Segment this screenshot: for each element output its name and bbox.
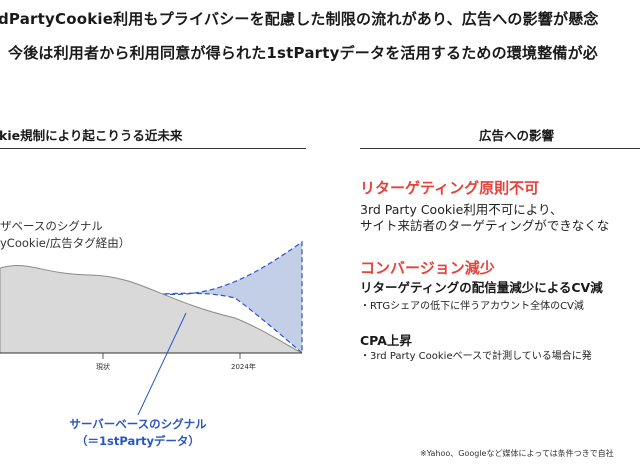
server-signal-area [161, 240, 303, 355]
browser-signal-label-line-1: ザベースのシグナル [0, 219, 103, 233]
footnote: ※Yahoo、Googleなど媒体によっては条件つきで自社 [420, 449, 614, 458]
server-pointer-line [137, 312, 187, 416]
impact-2-bullet: ・RTGシェアの低下に伴うアカウント全体のCV減 [360, 301, 584, 312]
impact-1-line-2: サイト来訪者のターゲティングができなくな [360, 218, 610, 233]
impact-1-heading: リターゲティング原則不可 [360, 179, 540, 197]
browser-signal-area [0, 265, 303, 354]
signal-diagram [0, 240, 303, 416]
impact-1-line-1: 3rd Party Cookie利用不可により、 [360, 202, 563, 217]
tick-2024-label: 2024年 [231, 363, 256, 371]
impact-2-heading: コンバージョン減少 [360, 259, 495, 277]
lead-line-2: 今後は利用者から利用同意が得られた1stPartyデータを活用するための環境整備… [8, 44, 598, 62]
right-section-title: 広告への影響 [479, 128, 555, 143]
impact-3-bullet: ・3rd Party Cookieベースで計測している場合に発 [360, 351, 592, 362]
left-section-rule [0, 148, 306, 149]
browser-signal-label-line-2: yCookie/広告タグ経由） [0, 236, 131, 250]
server-signal-label-line-2: （＝1stPartyデータ） [76, 434, 200, 448]
impact-3-heading: CPA上昇 [360, 333, 412, 348]
server-signal-label-line-1: サーバーベースのシグナル [69, 417, 207, 431]
impact-2-subheading: リターゲティングの配信量減少によるCV減 [360, 280, 603, 295]
left-section-title: kie規制により起こりうる近未来 [0, 128, 183, 143]
tick-now-label: 現状 [96, 363, 110, 371]
lead-line-1: dPartyCookie利用もプライバシーを配慮した制限の流れがあり、広告への影… [0, 10, 599, 28]
right-section-rule [360, 148, 640, 149]
